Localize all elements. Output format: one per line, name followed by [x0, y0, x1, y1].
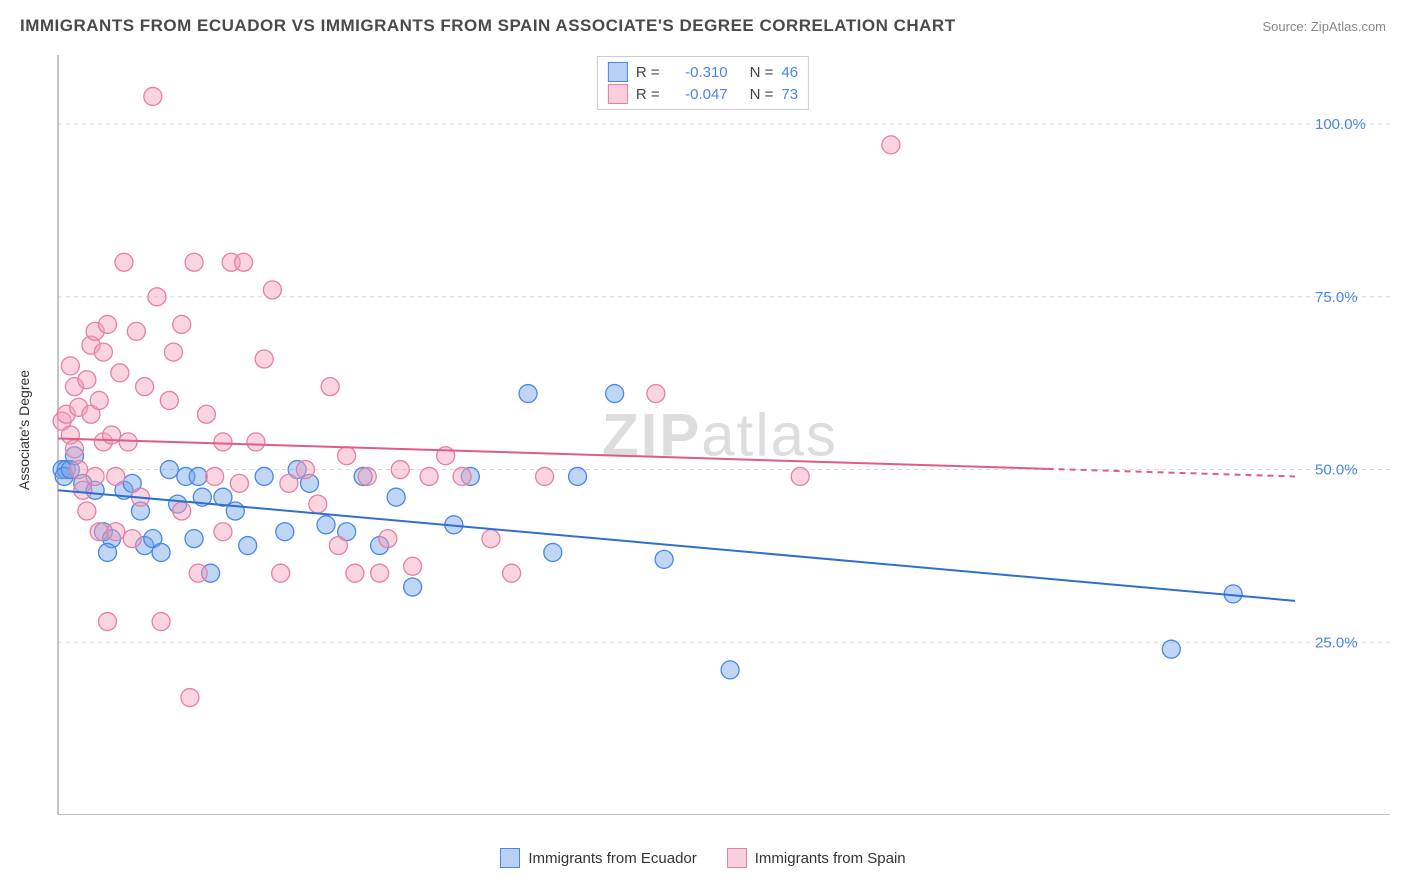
n-label: N =	[750, 64, 774, 81]
correlation-legend: R = -0.310 N = 46 R = -0.047 N = 73	[597, 56, 809, 110]
legend-item-1: Immigrants from Spain	[727, 848, 906, 868]
legend-row-1: R = -0.047 N = 73	[608, 83, 798, 105]
r-label: R =	[636, 64, 660, 81]
svg-text:100.0%: 100.0%	[1315, 116, 1366, 133]
swatch-blue-icon	[500, 848, 520, 868]
svg-text:75.0%: 75.0%	[1315, 289, 1358, 306]
n-value-0: 46	[781, 64, 798, 81]
r-value-1: -0.047	[668, 86, 728, 103]
svg-text:25.0%: 25.0%	[1315, 634, 1358, 651]
n-value-1: 73	[781, 86, 798, 103]
legend-item-0: Immigrants from Ecuador	[500, 848, 696, 868]
swatch-blue-icon	[608, 62, 628, 82]
r-label: R =	[636, 86, 660, 103]
r-value-0: -0.310	[668, 64, 728, 81]
y-axis-label: Associate's Degree	[16, 370, 32, 490]
chart-source: Source: ZipAtlas.com	[1262, 19, 1386, 34]
legend-row-0: R = -0.310 N = 46	[608, 61, 798, 83]
chart-title: IMMIGRANTS FROM ECUADOR VS IMMIGRANTS FR…	[20, 16, 956, 36]
n-label: N =	[750, 86, 774, 103]
swatch-pink-icon	[727, 848, 747, 868]
legend-label-0: Immigrants from Ecuador	[528, 850, 696, 867]
svg-text:50.0%: 50.0%	[1315, 462, 1358, 479]
scatter-plot: 25.0%50.0%75.0%100.0%0.0%30.0%	[50, 55, 1390, 815]
legend-label-1: Immigrants from Spain	[755, 850, 906, 867]
swatch-pink-icon	[608, 84, 628, 104]
series-legend: Immigrants from Ecuador Immigrants from …	[0, 848, 1406, 868]
chart-area: 25.0%50.0%75.0%100.0%0.0%30.0% ZIPatlas	[50, 55, 1390, 815]
